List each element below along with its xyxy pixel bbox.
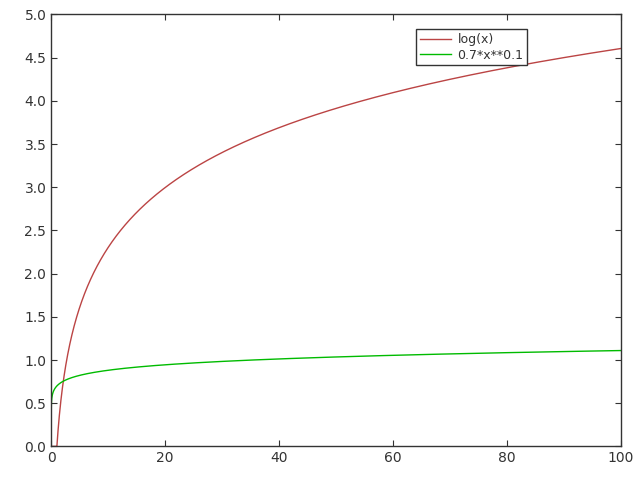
log(x) xyxy=(113,233,120,239)
log(x) xyxy=(266,129,273,134)
log(x) xyxy=(617,46,625,51)
0.7*x**0.1 xyxy=(113,366,120,372)
log(x) xyxy=(605,48,613,53)
log(x) xyxy=(291,119,298,125)
Line: 0.7*x**0.1: 0.7*x**0.1 xyxy=(51,350,621,416)
0.7*x**0.1 xyxy=(291,356,298,361)
Line: log(x): log(x) xyxy=(51,48,621,446)
log(x) xyxy=(146,197,154,203)
0.7*x**0.1 xyxy=(545,349,552,355)
Legend: log(x), 0.7*x**0.1: log(x), 0.7*x**0.1 xyxy=(416,29,527,65)
0.7*x**0.1 xyxy=(146,363,154,369)
0.7*x**0.1 xyxy=(605,348,613,354)
0.7*x**0.1 xyxy=(266,357,273,362)
0.7*x**0.1 xyxy=(47,413,55,419)
log(x) xyxy=(47,444,55,449)
log(x) xyxy=(545,58,552,63)
0.7*x**0.1 xyxy=(617,348,625,353)
